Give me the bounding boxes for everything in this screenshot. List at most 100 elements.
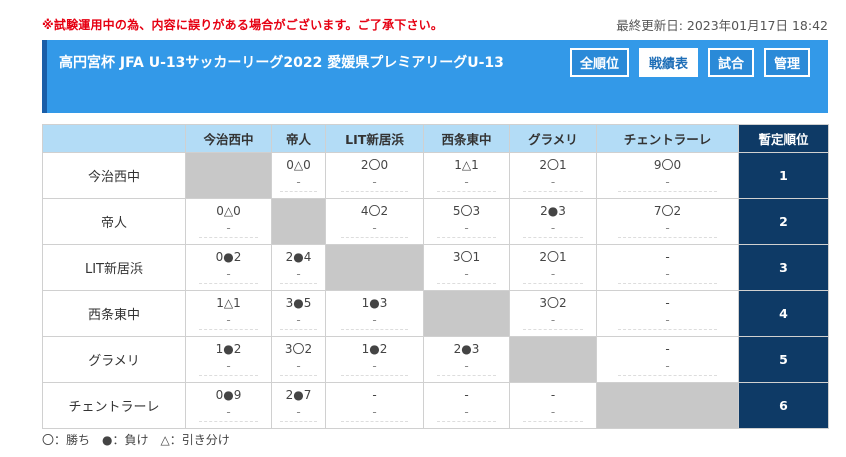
second-leg-result: - bbox=[198, 358, 259, 376]
row-team-name: グラメリ bbox=[42, 336, 186, 383]
self-match-cell bbox=[596, 382, 739, 429]
second-leg-result: - bbox=[340, 404, 409, 422]
table-row: LIT新居浜 0●2-2●4-3〇1-2〇1- - -3 bbox=[42, 244, 829, 291]
first-leg-result: 2●3 bbox=[453, 342, 480, 356]
result-cell[interactable]: 3●5 - bbox=[271, 290, 326, 337]
admin-button[interactable]: 管理 bbox=[763, 48, 810, 77]
second-leg-result: - bbox=[279, 404, 318, 422]
self-match-cell bbox=[271, 198, 326, 245]
result-cell[interactable]: -- bbox=[423, 382, 510, 429]
result-cell[interactable]: 2〇1 - bbox=[509, 152, 597, 199]
result-cell[interactable]: 0●2 - bbox=[185, 244, 272, 291]
second-leg-result: - bbox=[436, 358, 497, 376]
first-leg-result: - bbox=[550, 388, 556, 402]
result-cell[interactable]: 1●3 - bbox=[325, 290, 424, 337]
result-cell[interactable]: 2●3 - bbox=[423, 336, 510, 383]
result-cell[interactable]: -- bbox=[509, 382, 597, 429]
last-updated: 最終更新日: 2023年01月17日 18:42 bbox=[616, 17, 828, 33]
second-leg-result: - bbox=[522, 174, 584, 192]
second-leg-result: - bbox=[618, 266, 717, 284]
self-match-cell bbox=[185, 152, 272, 199]
result-cell[interactable]: 2●4 - bbox=[271, 244, 326, 291]
result-cell[interactable]: 0△0 - bbox=[185, 198, 272, 245]
table-row: 今治西中 0△0 - 2〇0 - 1△1 - 2〇1 - 9〇0 - 1 bbox=[42, 152, 829, 199]
second-leg-result: - bbox=[198, 220, 259, 238]
table-row: 帝人 0△0 - 4〇2 - 5〇3 - 2●3 - 7〇2 - 2 bbox=[42, 198, 829, 245]
header-team: 帝人 bbox=[271, 124, 326, 153]
first-leg-result: 2●3 bbox=[540, 204, 566, 218]
self-match-cell bbox=[423, 290, 510, 337]
result-cell[interactable]: 4〇2 - bbox=[325, 198, 424, 245]
result-cell[interactable]: -- bbox=[596, 244, 739, 291]
all-standings-button[interactable]: 全順位 bbox=[569, 48, 629, 77]
first-leg-result: 3〇2 bbox=[539, 296, 567, 310]
second-leg-result: - bbox=[522, 220, 584, 238]
self-match-cell bbox=[509, 336, 597, 383]
results-table: 今治西中 帝人 LIT新居浜 西条東中 グラメリ チェントラーレ 暫定順位 今治西中 0△0-… bbox=[42, 124, 829, 429]
header-team: グラメリ bbox=[509, 124, 597, 153]
result-cell[interactable]: 2●3 - bbox=[509, 198, 597, 245]
result-cell[interactable]: 2〇0 - bbox=[325, 152, 424, 199]
first-leg-result: 4〇2 bbox=[360, 204, 389, 218]
first-leg-result: 2●4 bbox=[285, 250, 312, 264]
second-leg-result: - bbox=[436, 266, 497, 284]
result-cell[interactable]: 1●2 - bbox=[325, 336, 424, 383]
second-leg-result: - bbox=[279, 266, 318, 284]
result-cell[interactable]: 7〇2 - bbox=[596, 198, 739, 245]
result-cell[interactable]: 3〇1 - bbox=[423, 244, 510, 291]
matches-button[interactable]: 試合 bbox=[707, 48, 754, 77]
result-cell[interactable]: -- bbox=[325, 382, 424, 429]
first-leg-result: 1●3 bbox=[361, 296, 388, 310]
result-cell[interactable]: 1△1 - bbox=[423, 152, 510, 199]
table-row: グラメリ 1●2-3〇2-1●2-2●3- - -5 bbox=[42, 336, 829, 383]
row-team-name: LIT新居浜 bbox=[42, 244, 186, 291]
second-leg-result: - bbox=[340, 174, 409, 192]
header-rank: 暫定順位 bbox=[738, 124, 829, 153]
second-leg-result: - bbox=[522, 266, 584, 284]
second-leg-result: - bbox=[522, 312, 584, 330]
result-cell[interactable]: 3〇2 - bbox=[509, 290, 597, 337]
first-leg-result: 1△1 bbox=[216, 296, 241, 310]
first-leg-result: - bbox=[665, 296, 670, 310]
result-cell[interactable]: -- bbox=[596, 290, 739, 337]
second-leg-result: - bbox=[279, 174, 318, 192]
first-leg-result: 5〇3 bbox=[452, 204, 481, 218]
first-leg-result: 9〇0 bbox=[653, 158, 682, 172]
legend: 〇：勝ち ●：負け △：引き分け bbox=[42, 433, 230, 447]
second-leg-result: - bbox=[436, 220, 497, 238]
first-leg-result: - bbox=[464, 388, 469, 402]
first-leg-result: 1△1 bbox=[454, 158, 479, 172]
result-cell[interactable]: 0●9 - bbox=[185, 382, 272, 429]
result-cell[interactable]: 3〇2 - bbox=[271, 336, 326, 383]
header-team: LIT新居浜 bbox=[325, 124, 424, 153]
result-cell[interactable]: 2〇1 - bbox=[509, 244, 597, 291]
result-cell[interactable]: -- bbox=[596, 336, 739, 383]
self-match-cell bbox=[325, 244, 424, 291]
first-leg-result: 2●7 bbox=[285, 388, 312, 402]
result-cell[interactable]: 2●7 - bbox=[271, 382, 326, 429]
results-table-button[interactable]: 戦績表 bbox=[638, 48, 698, 77]
first-leg-result: 0●2 bbox=[215, 250, 242, 264]
notice-text: ※試験運用中の為、内容に誤りがある場合がございます。ご了承下さい。 bbox=[42, 17, 444, 32]
first-leg-result: 0△0 bbox=[286, 158, 311, 172]
result-cell[interactable]: 9〇0 - bbox=[596, 152, 739, 199]
second-leg-result: - bbox=[279, 312, 318, 330]
second-leg-result: - bbox=[198, 404, 259, 422]
result-cell[interactable]: 5〇3 - bbox=[423, 198, 510, 245]
provisional-rank: 2 bbox=[738, 198, 829, 245]
provisional-rank: 6 bbox=[738, 382, 829, 429]
provisional-rank: 5 bbox=[738, 336, 829, 383]
second-leg-result: - bbox=[618, 358, 717, 376]
nav-buttons: 全順位 戦績表 試合 管理 bbox=[569, 48, 810, 77]
first-leg-result: - bbox=[665, 342, 670, 356]
header-team: 西条東中 bbox=[423, 124, 510, 153]
row-team-name: 西条東中 bbox=[42, 290, 186, 337]
first-leg-result: 2〇1 bbox=[539, 158, 567, 172]
result-cell[interactable]: 0△0 - bbox=[271, 152, 326, 199]
result-cell[interactable]: 1●2 - bbox=[185, 336, 272, 383]
first-leg-result: - bbox=[372, 388, 377, 402]
header-team: チェントラーレ bbox=[596, 124, 739, 153]
second-leg-result: - bbox=[340, 220, 409, 238]
result-cell[interactable]: 1△1 - bbox=[185, 290, 272, 337]
first-leg-result: 2〇1 bbox=[539, 250, 567, 264]
